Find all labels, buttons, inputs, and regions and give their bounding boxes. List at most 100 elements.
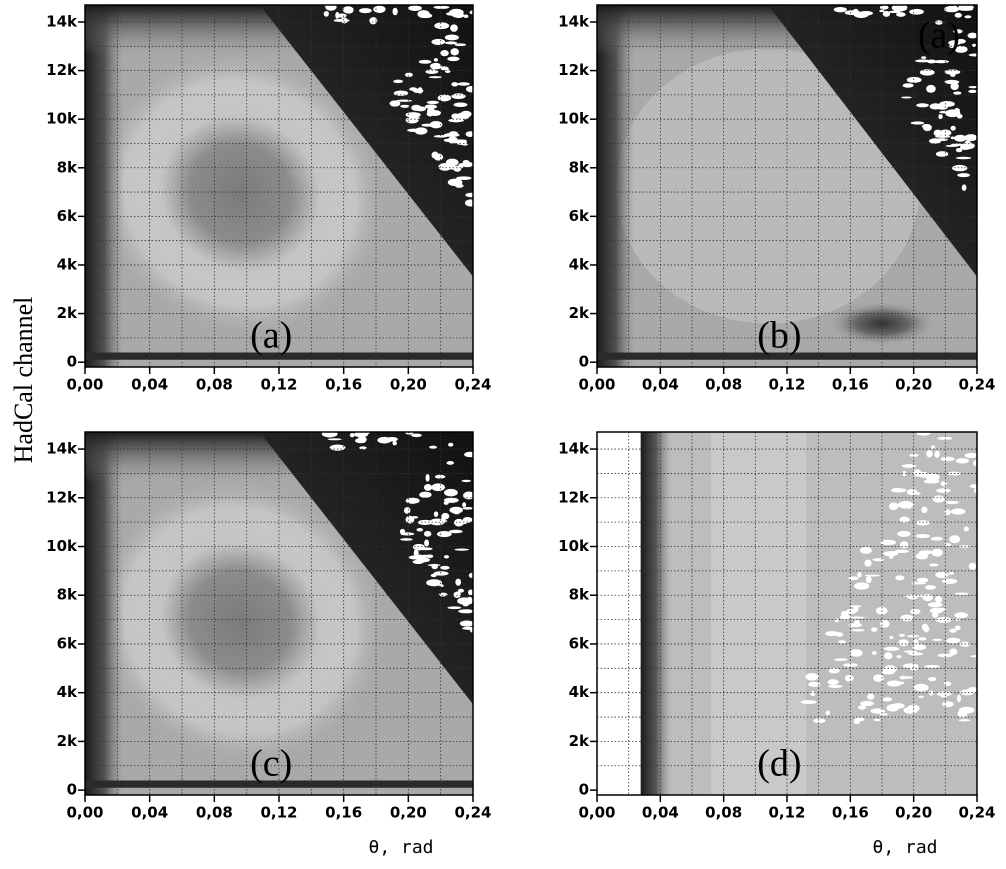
speckle [451,93,466,100]
speckle [954,107,960,114]
x-tick-label: 0,04 [131,376,168,394]
speckle [900,675,907,680]
speckle [860,700,874,707]
speckle [901,464,917,468]
speckle [418,59,432,64]
speckle [340,17,348,24]
speckle [950,143,964,146]
speckle [407,128,421,133]
speckle [916,103,929,108]
x-tick-label: 0,24 [958,804,995,822]
speckle [960,689,975,696]
y-tick-label: 8k [57,158,78,176]
speckle [448,529,463,534]
x-tick-label: 0,12 [260,376,297,394]
speckle [953,91,962,95]
speckle [336,13,347,18]
speckle [913,639,919,645]
speckle [436,531,452,538]
speckle [910,121,925,125]
speckle [891,703,905,709]
speckle [434,22,450,30]
speckle [443,138,455,142]
speckle [955,156,972,160]
speckle [907,594,918,600]
speckle [950,73,956,77]
speckle [899,633,905,637]
speckle [461,161,473,168]
y-tick-label: 0 [67,781,77,799]
speckle [969,484,977,489]
speckle [938,113,943,120]
speckle [865,575,872,584]
speckle [879,5,889,10]
speckle [392,440,397,446]
speckle [910,608,921,615]
speckle [456,176,472,180]
speckle [415,106,427,112]
speckle [902,663,919,669]
speckle [899,516,910,523]
x-tick-label: 0,00 [66,804,103,822]
speckle [940,481,948,487]
speckle [349,432,355,438]
speckle [454,548,470,551]
speckle [946,637,961,644]
speckle [880,539,897,546]
speckle [851,628,865,632]
speckle [936,488,951,493]
speckle [902,83,914,88]
speckle [930,445,936,450]
x-tick-label: 0,24 [454,804,491,822]
panel-label: (a) [250,315,292,357]
speckle [964,134,977,142]
speckle [940,456,955,462]
speckle [968,562,977,570]
speckle [462,507,473,510]
speckle [950,136,955,140]
speckle [325,5,337,11]
x-tick-label: 0,08 [705,804,742,822]
x-tick-label: 0,16 [325,804,362,822]
speckle [423,483,433,491]
speckle [358,8,372,14]
speckle [932,638,943,642]
speckle [882,697,893,702]
density-map [597,432,977,795]
x-tick-label: 0,08 [196,804,233,822]
speckle [957,173,971,178]
speckle [954,592,969,596]
speckle [973,460,977,467]
speckle [443,555,450,559]
speckle [884,652,893,660]
x-tick-label: 0,12 [768,376,805,394]
speckle [464,199,473,207]
speckle [891,5,908,12]
y-tick-label: 8k [57,586,78,604]
x-tick-label: 0,04 [642,804,679,822]
speckle [915,534,930,539]
y-tick-label: 0 [579,353,589,371]
speckle [911,581,926,585]
speckle [805,673,819,681]
y-tick-label: 2k [569,732,590,750]
speckle [446,461,455,465]
dark-strip [85,780,473,788]
speckle [932,495,945,503]
speckle [411,433,422,438]
speckle [389,100,401,107]
speckle [921,623,929,631]
speckle [431,38,446,45]
speckle [421,123,436,127]
y-tick-label: 6k [57,634,78,652]
speckle [424,539,430,547]
speckle [921,56,927,59]
speckle [940,694,948,698]
speckle [949,628,957,633]
speckle [953,29,963,34]
speckle [413,549,419,557]
speckle [419,491,432,498]
speckle [468,572,473,578]
speckle [452,507,461,515]
speckle [943,681,952,687]
